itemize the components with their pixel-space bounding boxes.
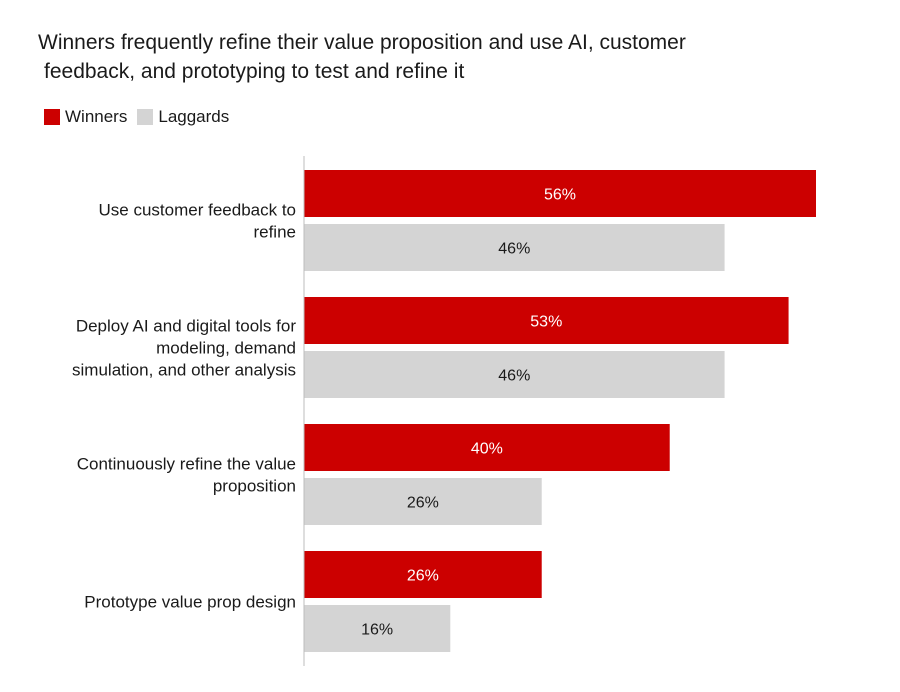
bar-laggards-2 <box>304 351 725 398</box>
bar-winners-2 <box>304 297 789 344</box>
category-label-1: Use customer feedback to refine <box>99 201 296 242</box>
legend-swatch-laggards <box>137 109 154 125</box>
category-label-line: simulation, and other analysis <box>72 361 296 380</box>
category-label-4: Prototype value prop design <box>84 593 296 612</box>
bar-winners-3 <box>304 424 670 471</box>
legend: Winners Laggards <box>44 107 239 127</box>
legend-label-winners: Winners <box>65 107 128 126</box>
legend-item-winners: Winners <box>44 107 127 127</box>
category-label-line: Use customer feedback to <box>99 201 296 220</box>
chart-title-line-1: Winners frequently refine their value pr… <box>38 31 686 54</box>
category-label-line: Deploy AI and digital tools for <box>76 317 297 336</box>
bar-value-label-laggards-3: 26% <box>407 495 439 512</box>
legend-label-laggards: Laggards <box>158 107 230 126</box>
bar-value-label-winners-4: 26% <box>407 568 439 585</box>
bar-winners-4 <box>304 551 542 598</box>
bar-value-label-winners-1: 56% <box>544 187 576 204</box>
category-label-line: refine <box>253 223 296 242</box>
category-label-line: Continuously refine the value <box>77 455 296 474</box>
bar-value-label-laggards-2: 46% <box>498 368 530 385</box>
chart-title: Winners frequently refine their value pr… <box>38 28 798 86</box>
category-label-line: proposition <box>213 477 296 496</box>
bar-laggards-4 <box>304 605 451 652</box>
category-label-2: Deploy AI and digital tools for modeling,… <box>72 317 296 380</box>
bar-value-label-winners-2: 53% <box>530 314 562 331</box>
bar-value-label-laggards-1: 46% <box>498 241 530 258</box>
category-label-3: Continuously refine the value proposition <box>77 455 296 496</box>
bar-value-label-laggards-4: 16% <box>361 622 393 639</box>
legend-item-laggards: Laggards <box>137 107 229 127</box>
category-label-line: Prototype value prop design <box>84 593 296 612</box>
legend-swatch-winners <box>44 109 60 125</box>
bar-laggards-1 <box>304 224 725 271</box>
bar-laggards-3 <box>304 478 542 525</box>
chart-title-line-2: feedback, and prototyping to test and re… <box>44 60 465 83</box>
bar-value-label-winners-3: 40% <box>471 441 503 458</box>
category-label-line: modeling, demand <box>156 339 296 358</box>
bar-winners-1 <box>304 170 816 217</box>
